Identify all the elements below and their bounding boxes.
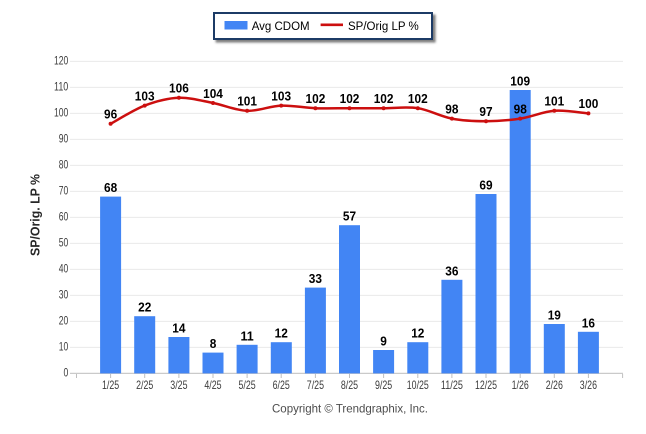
svg-text:8/25: 8/25 xyxy=(341,378,358,392)
svg-text:103: 103 xyxy=(271,88,291,103)
svg-text:102: 102 xyxy=(306,91,326,106)
svg-text:2/26: 2/26 xyxy=(546,378,563,392)
svg-text:12/25: 12/25 xyxy=(475,378,497,392)
svg-text:6/25: 6/25 xyxy=(273,378,290,392)
svg-text:20: 20 xyxy=(59,314,69,328)
svg-text:Avg CDOM: Avg CDOM xyxy=(252,21,310,33)
svg-text:1/25: 1/25 xyxy=(102,378,119,392)
svg-text:68: 68 xyxy=(104,180,117,195)
svg-text:10/25: 10/25 xyxy=(407,378,429,392)
svg-text:100: 100 xyxy=(54,106,69,120)
svg-text:120: 120 xyxy=(54,54,69,68)
svg-text:69: 69 xyxy=(479,178,492,193)
svg-text:60: 60 xyxy=(59,210,69,224)
svg-text:4/25: 4/25 xyxy=(204,378,221,392)
svg-text:97: 97 xyxy=(479,104,492,119)
svg-text:98: 98 xyxy=(445,101,458,116)
svg-text:3/25: 3/25 xyxy=(170,378,187,392)
svg-text:19: 19 xyxy=(548,308,561,323)
svg-text:22: 22 xyxy=(138,300,151,315)
svg-text:14: 14 xyxy=(172,321,186,336)
svg-text:0: 0 xyxy=(64,366,69,380)
svg-text:103: 103 xyxy=(135,88,155,103)
svg-text:106: 106 xyxy=(169,81,189,96)
svg-text:96: 96 xyxy=(104,107,117,122)
svg-text:101: 101 xyxy=(237,94,257,109)
svg-text:2/25: 2/25 xyxy=(136,378,153,392)
svg-text:50: 50 xyxy=(59,236,69,250)
svg-text:102: 102 xyxy=(408,91,428,106)
svg-text:98: 98 xyxy=(514,101,527,116)
svg-text:11: 11 xyxy=(241,328,254,343)
svg-text:10: 10 xyxy=(59,340,69,354)
svg-text:30: 30 xyxy=(59,288,69,302)
svg-text:8: 8 xyxy=(210,336,217,351)
svg-text:80: 80 xyxy=(59,158,69,172)
svg-text:100: 100 xyxy=(579,96,599,111)
svg-text:7/25: 7/25 xyxy=(307,378,324,392)
svg-text:57: 57 xyxy=(343,209,356,224)
svg-text:12: 12 xyxy=(275,326,288,341)
svg-text:102: 102 xyxy=(374,91,394,106)
svg-text:110: 110 xyxy=(54,80,69,94)
svg-text:104: 104 xyxy=(203,86,223,101)
svg-text:102: 102 xyxy=(340,91,360,106)
svg-text:101: 101 xyxy=(544,94,564,109)
svg-text:109: 109 xyxy=(510,74,530,89)
svg-text:9/25: 9/25 xyxy=(375,378,392,392)
svg-text:16: 16 xyxy=(582,315,595,330)
svg-text:SP/Orig LP %: SP/Orig LP % xyxy=(348,21,419,33)
svg-text:12: 12 xyxy=(411,326,424,341)
svg-text:90: 90 xyxy=(59,132,69,146)
svg-text:5/25: 5/25 xyxy=(239,378,256,392)
svg-text:40: 40 xyxy=(59,262,69,276)
svg-text:11/25: 11/25 xyxy=(441,378,463,392)
svg-text:SP/Orig. LP %: SP/Orig. LP % xyxy=(27,174,42,256)
svg-text:Copyright © Trendgraphix, Inc.: Copyright © Trendgraphix, Inc. xyxy=(272,402,428,416)
svg-text:70: 70 xyxy=(59,184,69,198)
svg-text:3/26: 3/26 xyxy=(580,378,597,392)
svg-text:36: 36 xyxy=(445,263,458,278)
svg-text:33: 33 xyxy=(309,271,322,286)
svg-text:1/26: 1/26 xyxy=(512,378,529,392)
svg-text:9: 9 xyxy=(380,334,387,349)
